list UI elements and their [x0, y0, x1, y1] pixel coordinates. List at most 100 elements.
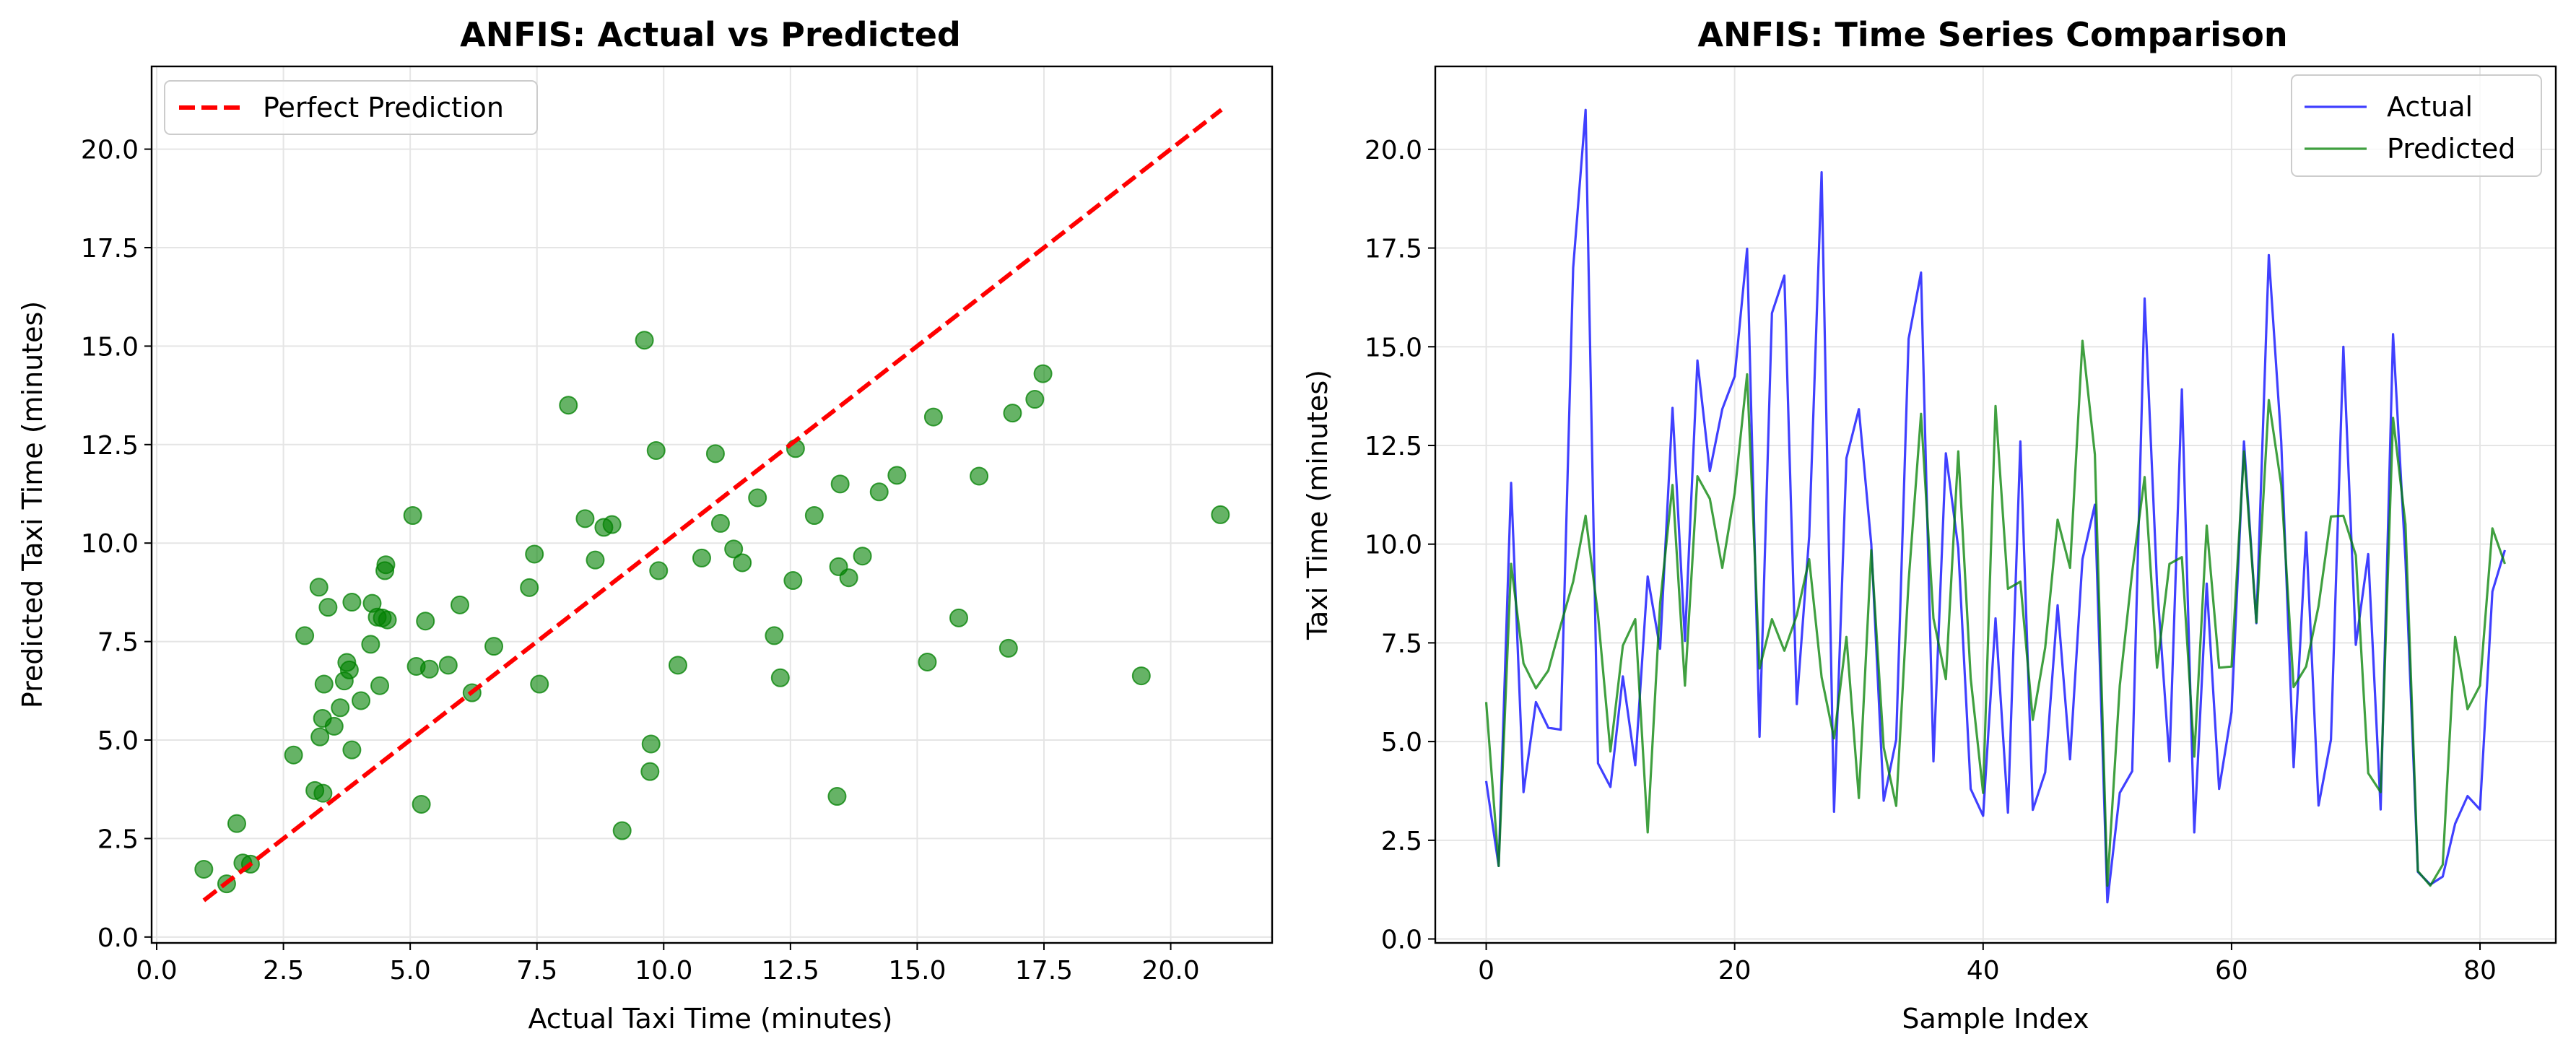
- scatter-point: [342, 740, 362, 760]
- scatter-ticks: 0.0 2.5 5.0 7.5 10.0 12.5 15.0 17.5 20.0 0.0 2.5 5.…: [81, 136, 1200, 986]
- scatter-y-tick-label: 10.0: [81, 529, 139, 559]
- scatter-point: [525, 544, 544, 564]
- scatter-y-tick-label: 5.0: [97, 726, 139, 756]
- scatter-legend-label: Perfect Prediction: [263, 92, 504, 123]
- series-line-actual: [1484, 108, 2507, 904]
- scatter-point: [804, 506, 824, 526]
- scatter-point: [324, 716, 344, 736]
- scatter-point: [830, 474, 850, 494]
- timeseries-x-tick-label: 20: [1718, 956, 1752, 986]
- scatter-x-tick-label: 10.0: [635, 956, 692, 986]
- scatter-point: [194, 859, 214, 879]
- perfect-prediction-line: [202, 108, 1223, 902]
- scatter-x-tick-label: 7.5: [516, 956, 557, 986]
- scatter-point: [575, 509, 595, 528]
- scatter-point: [668, 656, 687, 675]
- scatter-point: [765, 626, 784, 645]
- scatter-y-tick-label: 7.5: [97, 628, 139, 658]
- scatter-point: [331, 698, 350, 718]
- scatter-point: [484, 637, 504, 656]
- scatter-point: [705, 444, 725, 464]
- timeseries-y-tick-label: 20.0: [1365, 136, 1422, 165]
- scatter-point: [314, 674, 334, 694]
- scatter-point: [1025, 390, 1045, 409]
- timeseries-y-tick-label: 12.5: [1365, 432, 1422, 461]
- scatter-point: [376, 555, 396, 575]
- timeseries-panel: ANFIS: Time Series Comparison 0 20 40 60 800…: [1302, 15, 2557, 1035]
- timeseries-y-axis-label: Taxi Time (minutes): [1302, 370, 1333, 640]
- scatter-y-axis-label: Predicted Taxi Time (minutes): [17, 301, 48, 708]
- scatter-legend: Perfect Prediction: [164, 80, 538, 135]
- scatter-point: [412, 794, 431, 814]
- timeseries-y-tick-label: 10.0: [1365, 531, 1422, 560]
- scatter-legend-box: [164, 80, 538, 135]
- scatter-point: [1003, 404, 1022, 423]
- timeseries-y-tick-label: 17.5: [1365, 235, 1422, 264]
- scatter-point: [748, 488, 767, 508]
- series-line-predicted: [1484, 339, 2507, 887]
- timeseries-legend: Actual Predicted: [2291, 74, 2542, 177]
- scatter-grid: [152, 66, 1272, 943]
- scatter-marks: [194, 108, 1230, 902]
- scatter-point: [450, 595, 469, 614]
- scatter-point: [783, 571, 803, 591]
- scatter-x-tick-label: 5.0: [390, 956, 431, 986]
- scatter-point: [520, 578, 539, 597]
- scatter-point: [419, 659, 439, 679]
- scatter-x-tick-label: 20.0: [1141, 956, 1199, 986]
- scatter-point: [869, 482, 889, 502]
- timeseries-y-tick-label: 2.5: [1381, 827, 1422, 856]
- scatter-point: [635, 331, 654, 350]
- timeseries-legend-box: [2291, 74, 2542, 177]
- scatter-point: [602, 515, 622, 534]
- timeseries-x-tick-label: 0: [1478, 956, 1494, 986]
- scatter-point: [827, 787, 847, 806]
- scatter-point: [227, 814, 246, 833]
- scatter-point: [998, 638, 1018, 658]
- scatter-point: [530, 674, 549, 694]
- scatter-point: [641, 734, 661, 754]
- timeseries-y-tick-label: 0.0: [1381, 926, 1422, 955]
- scatter-x-tick-label: 15.0: [888, 956, 946, 986]
- scatter-point: [378, 610, 397, 630]
- scatter-point: [370, 676, 390, 695]
- scatter-title: ANFIS: Actual vs Predicted: [460, 15, 961, 54]
- timeseries-legend-actual-label: Actual: [2387, 91, 2473, 123]
- scatter-point: [710, 513, 730, 533]
- scatter-point: [559, 396, 578, 415]
- timeseries-title: ANFIS: Time Series Comparison: [1697, 15, 2287, 54]
- scatter-point: [310, 727, 330, 747]
- scatter-y-tick-label: 12.5: [81, 431, 139, 461]
- scatter-point: [295, 626, 315, 645]
- timeseries-x-tick-label: 40: [1967, 956, 2000, 986]
- scatter-point: [342, 593, 362, 612]
- scatter-point: [313, 783, 333, 803]
- scatter-point: [612, 821, 632, 840]
- timeseries-plot-frame: [1434, 65, 2557, 944]
- scatter-point: [649, 561, 669, 580]
- scatter-y-tick-label: 2.5: [97, 825, 139, 854]
- scatter-point: [318, 598, 338, 617]
- scatter-point: [733, 553, 752, 573]
- timeseries-y-tick-label: 5.0: [1381, 728, 1422, 757]
- scatter-point: [692, 548, 711, 567]
- scatter-point: [853, 547, 872, 566]
- timeseries-y-tick-label: 15.0: [1365, 333, 1422, 362]
- scatter-point: [1131, 666, 1151, 686]
- scatter-point: [918, 652, 937, 671]
- scatter-point: [724, 539, 744, 559]
- scatter-point: [416, 612, 435, 631]
- scatter-point: [403, 506, 422, 526]
- scatter-x-tick-label: 0.0: [136, 956, 177, 986]
- scatter-point: [770, 668, 790, 687]
- timeseries-legend-predicted-label: Predicted: [2387, 133, 2515, 165]
- timeseries-x-tick-label: 80: [2463, 956, 2497, 986]
- scatter-point: [438, 656, 458, 675]
- scatter-y-tick-label: 17.5: [81, 234, 139, 264]
- scatter-point: [284, 745, 303, 765]
- scatter-y-tick-label: 0.0: [97, 923, 139, 953]
- scatter-point: [923, 407, 943, 427]
- scatter-point: [339, 660, 359, 679]
